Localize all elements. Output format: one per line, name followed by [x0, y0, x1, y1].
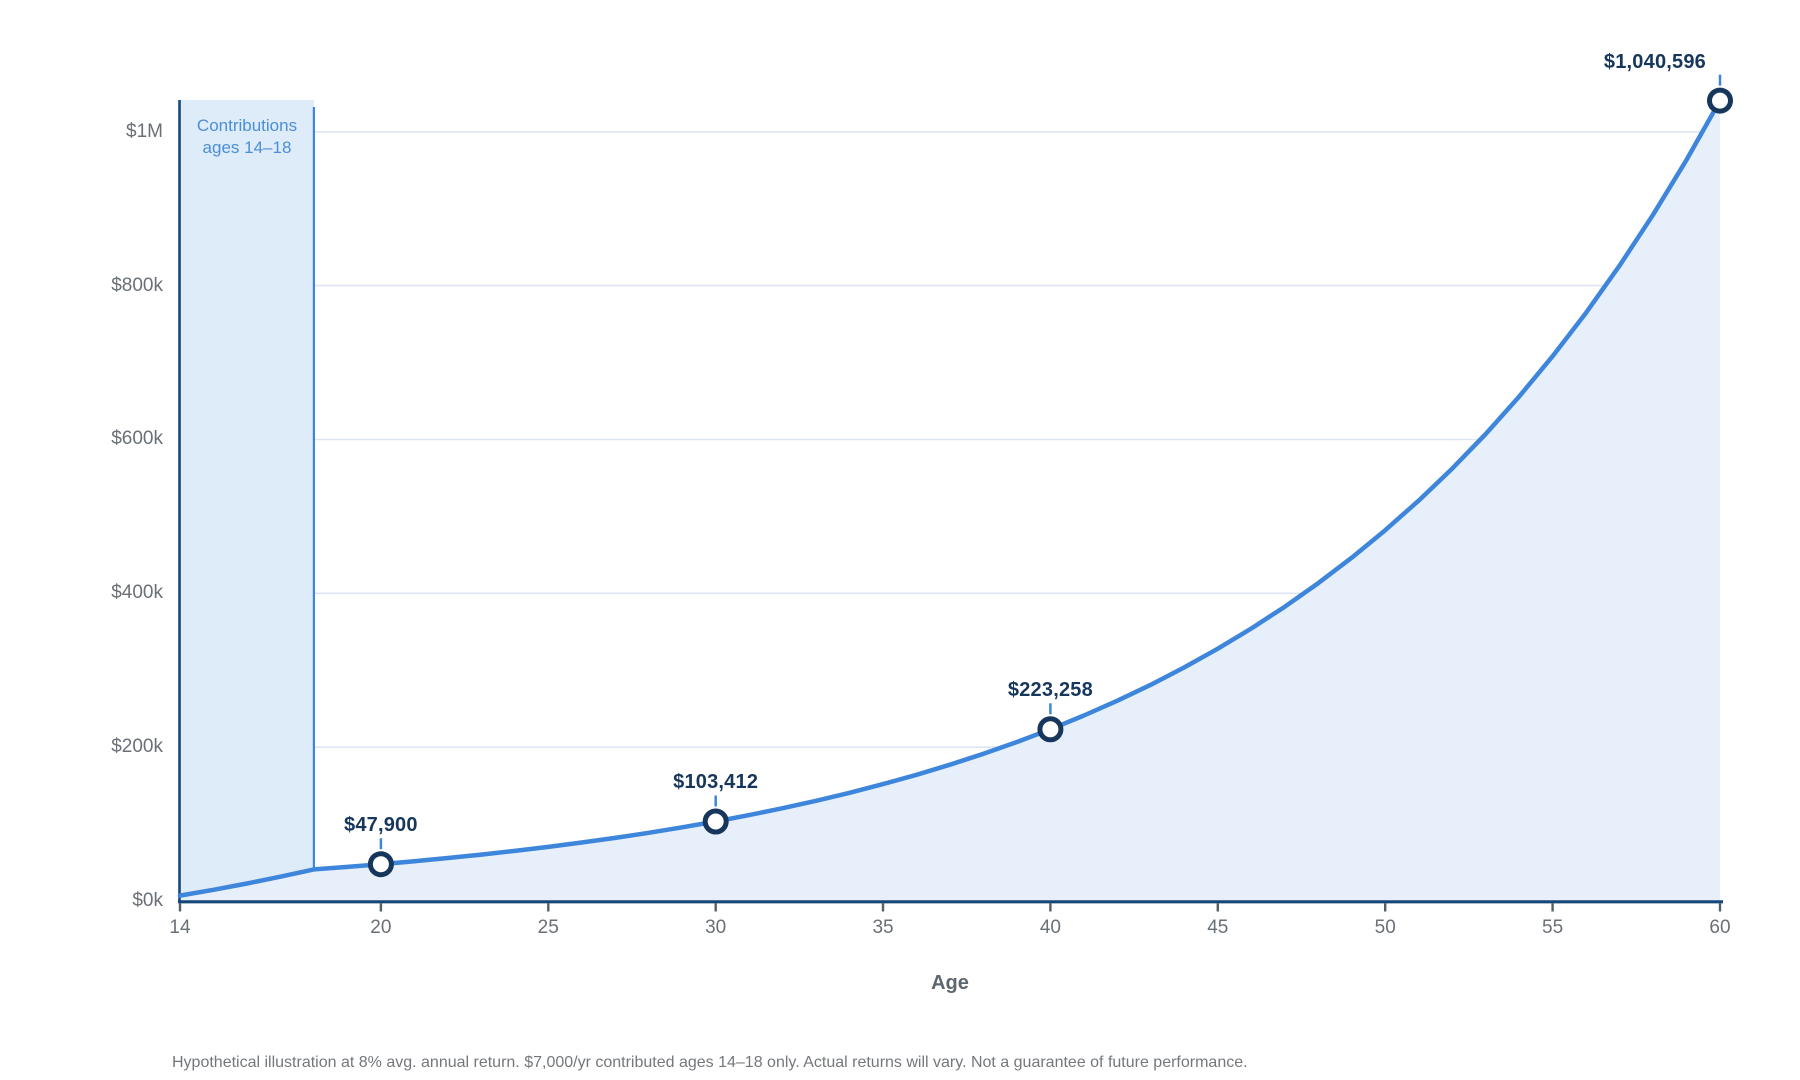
- value-callout-age-20: $47,900: [344, 814, 418, 837]
- x-tick-label-45: 45: [1207, 917, 1229, 938]
- y-tick-label-400k: $400k: [111, 582, 163, 604]
- x-tick-label-40: 40: [1039, 917, 1061, 938]
- x-tick-label-30: 30: [705, 917, 727, 938]
- y-tick-label-600k: $600k: [111, 428, 163, 450]
- contribution-band-label-line2: ages 14–18: [202, 138, 292, 157]
- x-tick-label-14: 14: [169, 917, 191, 938]
- value-callout-age-60: $1,040,596: [1603, 50, 1706, 73]
- contribution-band-label-line1: Contributions: [196, 116, 298, 135]
- contribution-band-label: Contributions ages 14–18: [197, 115, 297, 159]
- y-tick-label-200k: $200k: [111, 736, 163, 758]
- x-tick-label-50: 50: [1374, 917, 1396, 938]
- y-tick-label-1m: $1M: [126, 120, 163, 142]
- x-tick-label-20: 20: [370, 917, 392, 938]
- disclaimer-footnote: Hypothetical illustration at 8% avg. ann…: [172, 1054, 1248, 1071]
- y-tick-label-800k: $800k: [111, 274, 163, 296]
- x-tick-label-35: 35: [872, 917, 894, 938]
- x-tick-label-25: 25: [537, 917, 559, 938]
- value-callout-age-30: $103,412: [673, 771, 759, 794]
- value-callout-age-40: $223,258: [1007, 679, 1093, 702]
- x-tick-label-55: 55: [1542, 917, 1564, 938]
- x-axis-title: Age: [931, 972, 969, 994]
- x-tick-label-60: 60: [1709, 917, 1731, 938]
- y-tick-label-0k: $0k: [132, 890, 163, 911]
